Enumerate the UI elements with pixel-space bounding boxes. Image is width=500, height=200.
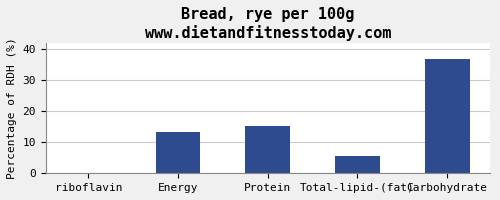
Title: Bread, rye per 100g
www.dietandfitnesstoday.com: Bread, rye per 100g www.dietandfitnessto… <box>144 7 391 41</box>
Y-axis label: Percentage of RDH (%): Percentage of RDH (%) <box>7 37 17 179</box>
Bar <box>246 126 290 173</box>
Bar <box>156 132 200 173</box>
Bar <box>335 156 380 173</box>
Bar <box>424 59 470 173</box>
